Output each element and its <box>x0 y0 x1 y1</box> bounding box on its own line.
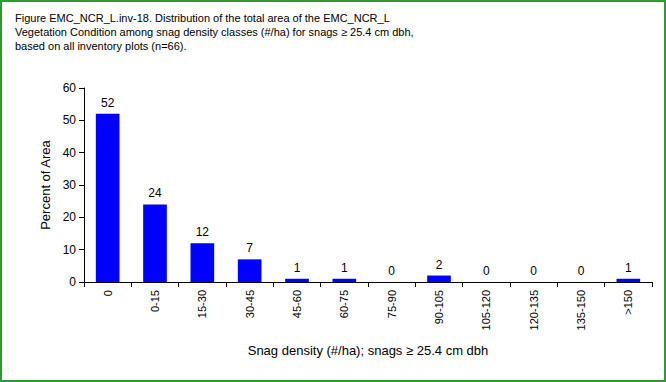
svg-text:0: 0 <box>69 275 76 289</box>
svg-text:90-105: 90-105 <box>433 290 445 324</box>
svg-text:0: 0 <box>578 264 585 278</box>
svg-text:20: 20 <box>63 210 77 224</box>
svg-text:40: 40 <box>63 146 77 160</box>
svg-text:75-90: 75-90 <box>386 290 398 318</box>
svg-text:7: 7 <box>246 241 253 255</box>
svg-text:0: 0 <box>483 264 490 278</box>
svg-text:45-60: 45-60 <box>291 290 303 318</box>
svg-text:0: 0 <box>530 264 537 278</box>
svg-text:10: 10 <box>63 243 77 257</box>
svg-text:60: 60 <box>63 81 77 95</box>
svg-text:Percent of Area: Percent of Area <box>38 139 53 229</box>
svg-text:Figure EMC_NCR_L.inv-18. Distr: Figure EMC_NCR_L.inv-18. Distribution of… <box>15 12 390 24</box>
svg-text:Snag density (#/ha); snags ≥ 2: Snag density (#/ha); snags ≥ 25.4 cm dbh <box>248 343 489 358</box>
svg-text:0: 0 <box>388 264 395 278</box>
svg-text:12: 12 <box>196 225 210 239</box>
svg-text:50: 50 <box>63 113 77 127</box>
svg-text:1: 1 <box>341 261 348 275</box>
svg-text:based on all inventory plots (: based on all inventory plots (n=66). <box>15 40 187 52</box>
svg-text:1: 1 <box>294 261 301 275</box>
svg-text:0-15: 0-15 <box>149 290 161 312</box>
svg-text:135-150: 135-150 <box>575 290 587 330</box>
svg-text:60-75: 60-75 <box>338 290 350 318</box>
svg-text:1: 1 <box>625 261 632 275</box>
svg-text:15-30: 15-30 <box>196 290 208 318</box>
svg-text:24: 24 <box>148 186 162 200</box>
svg-text:>150: >150 <box>622 290 634 315</box>
svg-text:0: 0 <box>102 290 114 296</box>
svg-text:Vegetation Condition among sna: Vegetation Condition among snag density … <box>15 26 414 38</box>
svg-text:30-45: 30-45 <box>244 290 256 318</box>
svg-text:30: 30 <box>63 178 77 192</box>
svg-text:105-120: 105-120 <box>480 290 492 330</box>
svg-text:2: 2 <box>436 258 443 272</box>
svg-text:52: 52 <box>101 96 115 110</box>
svg-text:120-135: 120-135 <box>528 290 540 330</box>
